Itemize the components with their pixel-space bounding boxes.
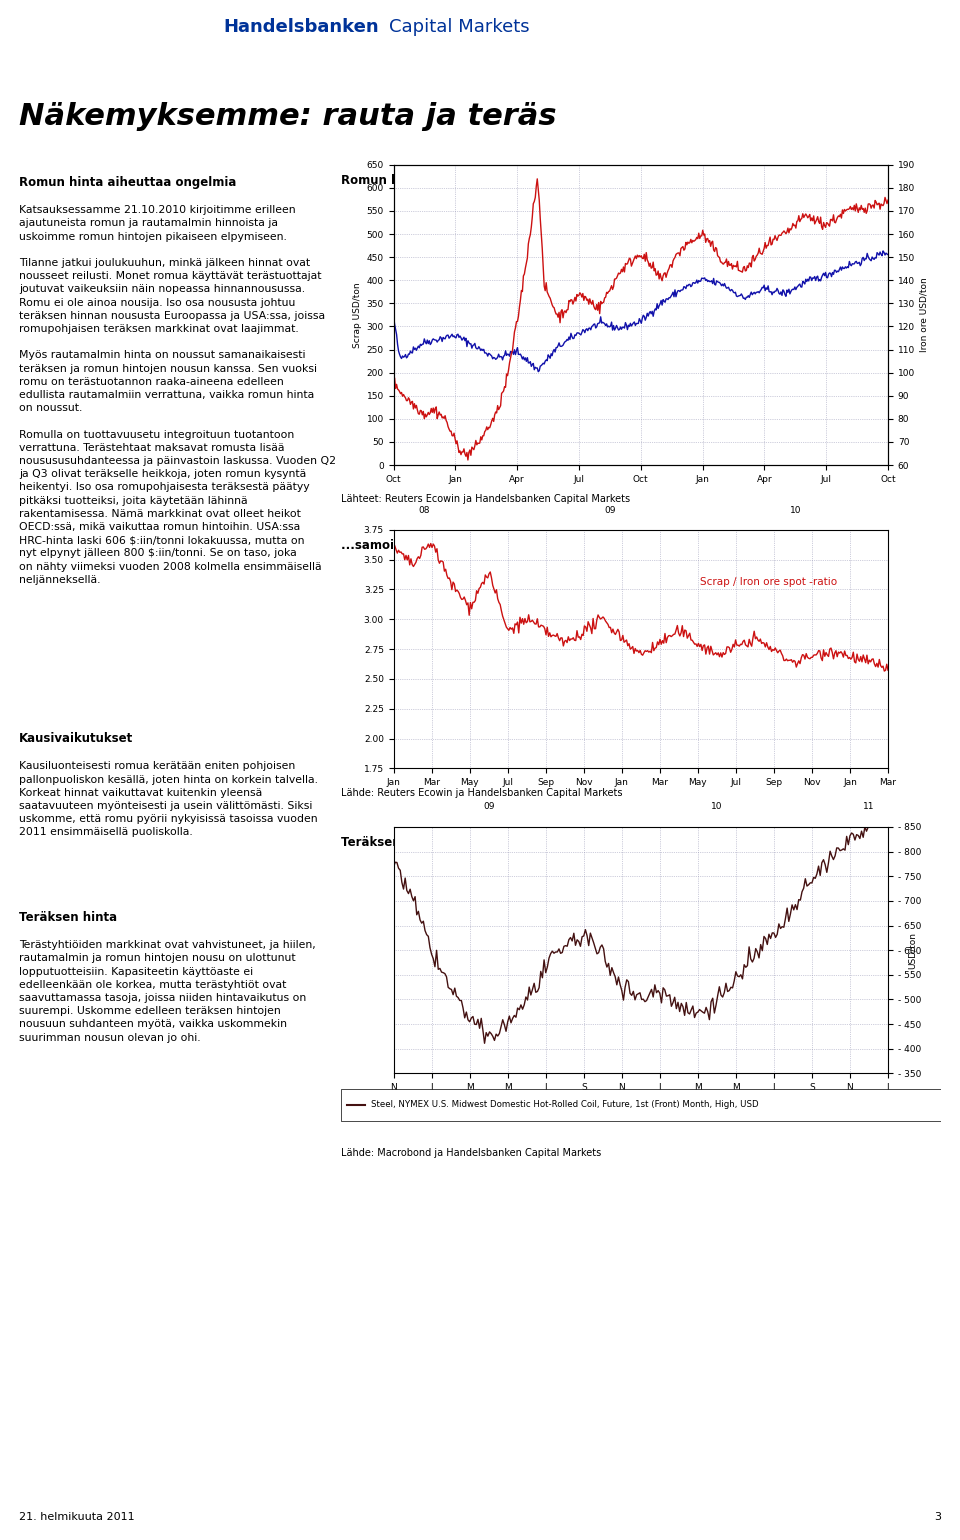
Text: Lähde: Macrobond ja Handelsbanken Capital Markets: Lähde: Macrobond ja Handelsbanken Capita… [341,1149,601,1158]
Text: 11: 11 [863,802,875,812]
Text: 2009: 2009 [630,1101,652,1110]
Text: Lähde: Reuters Ecowin ja Handelsbanken Capital Markets: Lähde: Reuters Ecowin ja Handelsbanken C… [341,788,622,798]
Text: Lähteet: Reuters Ecowin ja Handelsbanken Capital Markets: Lähteet: Reuters Ecowin ja Handelsbanken… [341,494,630,504]
Bar [341,1089,941,1121]
Text: 2008: 2008 [420,1101,444,1110]
Text: USD/ton: USD/ton [908,932,917,969]
Text: Katsauksessamme 21.10.2010 kirjoitimme erilleen
ajautuneista romun ja rautamalmi: Katsauksessamme 21.10.2010 kirjoitimme e… [19,205,336,585]
Text: 08: 08 [419,507,430,514]
Text: Romun hinnat ovat nousseet nopeasti...: Romun hinnat ovat nousseet nopeasti... [341,174,607,186]
Text: Capital Markets: Capital Markets [389,18,529,35]
Text: 10: 10 [789,507,801,514]
Text: Näkemyksemme: rauta ja teräs: Näkemyksemme: rauta ja teräs [19,102,557,131]
Y-axis label: Scrap USD/ton: Scrap USD/ton [353,282,363,348]
Text: Scrap / Iron ore spot -ratio: Scrap / Iron ore spot -ratio [700,578,837,587]
Text: Romun hinta aiheuttaa ongelmia: Romun hinta aiheuttaa ongelmia [19,176,236,189]
Y-axis label: Iron ore USD/ton: Iron ore USD/ton [919,277,928,353]
Text: Teräksen hinnat ovat yllättäneet monet joulun jälkeen: Teräksen hinnat ovat yllättäneet monet j… [341,836,701,849]
Text: 09: 09 [604,507,615,514]
Text: 2010: 2010 [801,1101,824,1110]
Text: 3: 3 [934,1512,941,1522]
Text: Handelsbanken: Handelsbanken [224,18,379,35]
Text: Kausivaikutukset: Kausivaikutukset [19,733,133,745]
Text: ...samoin rautamalmin, onko romu siis vielä halpaa?: ...samoin rautamalmin, onko romu siis vi… [341,539,687,551]
Text: Steel, NYMEX U.S. Midwest Domestic Hot-Rolled Coil, Future, 1st (Front) Month, H: Steel, NYMEX U.S. Midwest Domestic Hot-R… [371,1101,758,1109]
Text: Teräksen hinta: Teräksen hinta [19,912,117,924]
Legend: Scrap US$/ton LHS, Iron ore spot US$/ton RHS: Scrap US$/ton LHS, Iron ore spot US$/ton… [398,534,677,551]
Text: 10: 10 [711,802,723,812]
Text: 21. helmikuuta 2011: 21. helmikuuta 2011 [19,1512,134,1522]
Text: Terästyhtiöiden markkinat ovat vahvistuneet, ja hiilen,
rautamalmin ja romun hin: Terästyhtiöiden markkinat ovat vahvistun… [19,941,316,1043]
Text: Kausiluonteisesti romua kerätään eniten pohjoisen
pallonpuoliskon kesällä, joten: Kausiluonteisesti romua kerätään eniten … [19,761,318,838]
Text: 09: 09 [483,802,494,812]
